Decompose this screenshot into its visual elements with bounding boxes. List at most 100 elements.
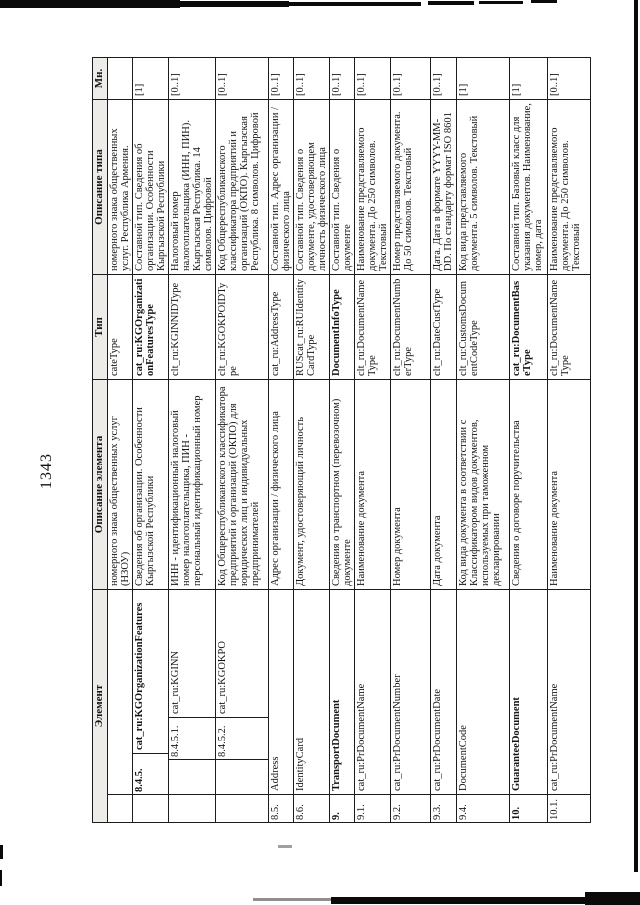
cell-element-description: Сведения об организации. Особенности Кыр…: [132, 379, 169, 590]
cell-type: clt_ru:DocumentNameType: [547, 274, 591, 380]
cell-element: [107, 589, 133, 795]
cell-type: clt_ru:KGOKPOIDType: [215, 274, 269, 380]
cell-multiplicity: [0..1]: [293, 57, 330, 100]
cell-multiplicity: [0..1]: [268, 57, 294, 100]
element-name: cat_ru:PrDocumentName: [549, 683, 560, 791]
cell-element: TransportDocument: [329, 589, 355, 795]
cell-element: GuaranteeDocument: [509, 589, 548, 795]
cell-type-description: Номер представляемого документа. До 50 с…: [390, 99, 431, 275]
cell-type: clt_ru:DocumentNumberType: [390, 274, 431, 380]
cell-multiplicity: [107, 57, 133, 100]
table-row: номерного знака общественных услуг (НЗОУ…: [107, 57, 133, 823]
cell-num: [132, 794, 169, 823]
cell-type: cat_ru:KGOrganizationFeaturesType: [132, 274, 169, 380]
col-header-multiplicity: Мн.: [92, 57, 108, 100]
scan-artifact-speck: [278, 845, 292, 848]
cell-multiplicity: [0..1]: [547, 57, 591, 100]
cell-element: cat_ru:PrDocumentName: [354, 589, 391, 795]
cell-type-description: Налоговый номер налогоплательщика (ИНН, …: [168, 99, 216, 275]
element-name: cat_ru:PrDocumentName: [356, 683, 367, 791]
cell-num: 9.: [329, 794, 355, 823]
col-header-type-description: Описание типа: [92, 99, 108, 275]
cell-type: clt_ru:CustomsDocumentCodeType: [456, 274, 510, 380]
cell-element-description: Адрес организации / физического лица: [268, 379, 294, 590]
cell-element: 8.4.5.1. cat_ru:KGINN: [168, 589, 216, 795]
scan-artifact-top: [0, 0, 180, 8]
cell-multiplicity: [0..1]: [215, 57, 269, 100]
cell-element: 8.4.5. cat_ru:KGOrganizationFeatures: [132, 589, 169, 795]
table-row: 8.4.5. cat_ru:KGOrganizationFeatures Свед…: [132, 57, 169, 823]
scan-artifact-top: [289, 2, 421, 6]
scan-artifact-bottom: [253, 898, 331, 901]
element-name: cat_ru:KGOrganizationFeatures: [134, 602, 145, 750]
cell-element-description: Номер документа: [390, 379, 431, 590]
cell-num: 10.: [509, 794, 548, 823]
cell-num: [107, 794, 133, 823]
table-row: 9.2. cat_ru:PrDocumentNumber Номер докум…: [390, 57, 431, 823]
cell-element-description: Дата документа: [430, 379, 457, 590]
cell-type: clt_ru:DocumentNameType: [354, 274, 391, 380]
table-row: 9.3. cat_ru:PrDocumentDate Дата документ…: [430, 57, 457, 823]
scan-artifact-right: [634, 0, 638, 872]
scan-artifact-left: [0, 870, 2, 886]
element-name: [108, 590, 132, 794]
page-number: 1343: [38, 453, 55, 489]
table-row: 9. TransportDocument Сведения о транспор…: [329, 57, 355, 823]
table-row: 10. GuaranteeDocument Сведения о договор…: [509, 57, 548, 823]
table-row: 8.4.5.2. cat_ru:KGOKPO Код Общереспублика…: [215, 57, 269, 823]
row-number: 8.4.5.: [133, 753, 168, 794]
cell-element: cat_ru:PrDocumentName: [547, 589, 591, 795]
table-row: 8.5. Address Адрес организации / физичес…: [268, 57, 294, 823]
element-name: cat_ru:PrDocumentNumber: [392, 674, 403, 791]
cell-multiplicity: [1]: [509, 57, 548, 100]
cell-num: 9.3.: [430, 794, 457, 823]
cell-multiplicity: [0..1]: [354, 57, 391, 100]
cell-type: cat_ru:AddressType: [268, 274, 294, 380]
cell-element-description: Код Общереспубликанского классификатора …: [215, 379, 269, 590]
cell-type-description: Составной тип. Сведения о документе: [329, 99, 355, 275]
table-row: 8.4.5.1. cat_ru:KGINN ИНН - идентификацио…: [168, 57, 216, 823]
cell-type-description: номерного знака общественных услуг. Респ…: [107, 99, 133, 275]
cell-element: 8.4.5.2. cat_ru:KGOKPO: [215, 589, 269, 795]
element-name: cat_ru:KGINN: [170, 651, 181, 714]
cell-type-description: Дата. Дата в формате YYYY-MM-DD. По стан…: [430, 99, 457, 275]
cell-element: Address: [268, 589, 294, 795]
schema-table: Элемент Описание элемента Тип Описание т…: [92, 57, 591, 823]
cell-num: [215, 794, 269, 823]
table-row: 9.4. DocumentCode Код вида документа в с…: [456, 57, 510, 823]
col-header-type: Тип: [92, 274, 108, 380]
cell-type-description: Код вида представляемого документа. 5 си…: [456, 99, 510, 275]
cell-type: clt_ru:DateCustType: [430, 274, 457, 380]
col-header-element: Элемент: [92, 589, 108, 823]
cell-element-description: Сведения о транспортном (перевозочном) д…: [329, 379, 355, 590]
cell-num: 8.5.: [268, 794, 294, 823]
cell-type: DocumentInfoType: [329, 274, 355, 380]
cell-type: cat_ru:DocumentBaseType: [509, 274, 548, 380]
cell-multiplicity: [1]: [132, 57, 169, 100]
cell-multiplicity: [0..1]: [329, 57, 355, 100]
scan-artifact-top: [428, 1, 474, 5]
cell-element-description: Сведения о договоре поручительства: [509, 379, 548, 590]
cell-element-description: Наименование документа: [547, 379, 591, 590]
cell-type-description: Наименование представляемого документа. …: [547, 99, 591, 275]
header-row: Элемент Описание элемента Тип Описание т…: [92, 57, 108, 823]
cell-element-description: номерного знака общественных услуг (НЗОУ…: [107, 379, 133, 590]
cell-num: 9.1.: [354, 794, 391, 823]
row-number: 8.4.5.1.: [169, 717, 215, 759]
cell-type: clt_ru:KGINNIDType: [168, 274, 216, 380]
cell-type: cateType: [107, 274, 133, 380]
cell-multiplicity: [0..1]: [430, 57, 457, 100]
col-header-element-description: Описание элемента: [92, 379, 108, 590]
cell-num: [168, 794, 216, 823]
element-name: GuaranteeDocument: [511, 697, 522, 791]
cell-num: 10.1.: [547, 794, 591, 823]
cell-num: 8.6.: [293, 794, 330, 823]
scan-artifact-left: [0, 845, 3, 859]
element-name: Address: [270, 756, 281, 791]
scan-artifact-bottom: [331, 897, 640, 904]
cell-element: IdentityCard: [293, 589, 330, 795]
cell-element: cat_ru:PrDocumentDate: [430, 589, 457, 795]
cell-element-description: Код вида документа в соответствии с Клас…: [456, 379, 510, 590]
table-row: 10.1. cat_ru:PrDocumentName Наименование…: [547, 57, 591, 823]
